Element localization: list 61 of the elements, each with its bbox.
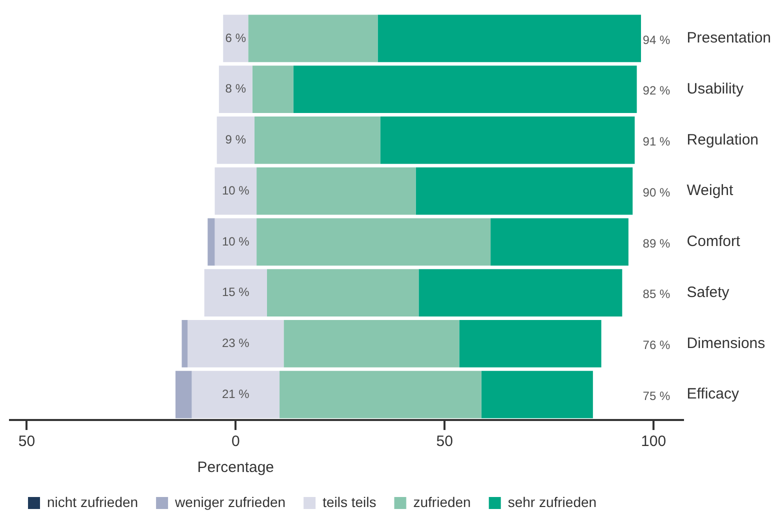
- data-label: 6 %: [225, 30, 246, 45]
- legend-label: zufrieden: [413, 494, 471, 510]
- bar: [223, 14, 248, 62]
- bar: [256, 167, 416, 215]
- bar: [418, 269, 622, 316]
- bar: [175, 370, 192, 418]
- data-label: 23 %: [222, 336, 250, 350]
- annotation: 91 %: [642, 134, 670, 148]
- bar: [208, 218, 215, 266]
- data-label: 10 %: [222, 234, 250, 248]
- data-label: 8 %: [225, 82, 246, 96]
- legend-label: sehr zufrieden: [508, 494, 597, 510]
- bar: [188, 320, 284, 368]
- y-tick-label: Safety: [686, 284, 730, 301]
- y-tick-label: Usability: [686, 80, 744, 98]
- x-axis-title: Percentage: [197, 459, 274, 476]
- bar: [256, 218, 491, 266]
- bar: [254, 116, 380, 164]
- y-tick-label: Presentation: [686, 30, 772, 47]
- bar: [266, 269, 419, 316]
- bar: [216, 116, 254, 164]
- bar: [192, 370, 280, 418]
- bar: [459, 320, 602, 368]
- bar: [380, 116, 635, 164]
- y-tick-label: Comfort: [686, 233, 741, 250]
- legend-label: weniger zufrieden: [174, 494, 286, 510]
- bar: [416, 167, 633, 215]
- bar: [248, 14, 378, 62]
- bar: [280, 370, 482, 418]
- y-tick-label: Dimensions: [686, 334, 766, 352]
- annotation: 76 %: [642, 338, 670, 352]
- bar: [284, 320, 460, 368]
- legend-label: nicht zufrieden: [47, 494, 138, 510]
- annotation: 92 %: [642, 84, 670, 98]
- x-tick-label: 50: [18, 433, 36, 450]
- annotation: 75 %: [642, 388, 670, 403]
- bar: [252, 66, 294, 113]
- data-label: 10 %: [222, 183, 250, 198]
- annotation: 94 %: [642, 32, 670, 47]
- bar: [214, 167, 257, 215]
- x-tick-label: 50: [436, 433, 453, 450]
- y-tick-label: Efficacy: [686, 386, 740, 403]
- annotation: 90 %: [642, 185, 670, 200]
- x-tick-label: 0: [231, 433, 240, 450]
- legend-label: teils teils: [322, 494, 376, 510]
- bar: [481, 370, 593, 418]
- y-tick-label: Weight: [686, 182, 734, 200]
- bar: [378, 14, 641, 62]
- bar: [293, 66, 637, 113]
- annotation: 85 %: [642, 287, 670, 302]
- data-label: 9 %: [225, 132, 246, 146]
- bar: [204, 269, 267, 316]
- y-tick-label: Regulation: [686, 131, 758, 148]
- bar: [218, 66, 252, 113]
- data-label: 15 %: [222, 285, 250, 300]
- bar: [214, 218, 257, 266]
- x-tick-label: 100: [641, 433, 666, 450]
- data-label: 21 %: [222, 386, 250, 401]
- bar: [182, 320, 188, 368]
- bar: [490, 218, 628, 266]
- annotation: 89 %: [642, 236, 670, 250]
